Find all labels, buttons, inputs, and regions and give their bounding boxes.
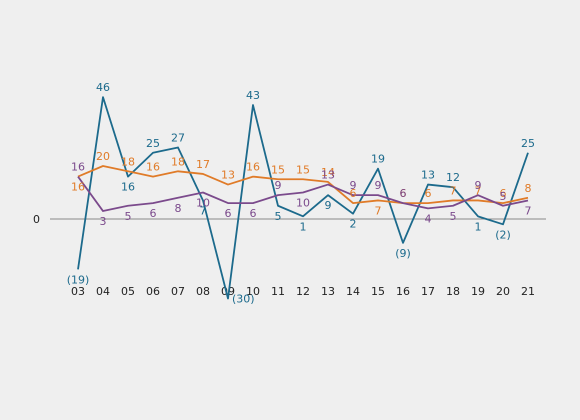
series-line-1 <box>77 96 529 300</box>
data-label: 5 <box>450 210 457 223</box>
data-label: 18 <box>121 155 135 168</box>
x-tick-label: 06 <box>146 285 160 298</box>
data-label: 20 <box>96 150 110 163</box>
data-label: 1 <box>475 220 482 233</box>
x-tick-label: 20 <box>496 285 510 298</box>
data-label: 1 <box>300 220 307 233</box>
data-label: 13 <box>221 169 235 182</box>
x-tick-label: 15 <box>371 285 385 298</box>
x-tick-label: 14 <box>346 285 360 298</box>
data-label: 13 <box>421 169 435 182</box>
data-label: 7 <box>450 184 457 197</box>
data-label: 5 <box>500 190 507 203</box>
x-tick-label: 19 <box>471 285 485 298</box>
x-tick-label: 03 <box>71 285 85 298</box>
data-label: 46 <box>96 81 110 94</box>
data-label: 15 <box>296 163 310 176</box>
x-tick-label: 08 <box>196 285 210 298</box>
data-label: 13 <box>321 169 335 182</box>
data-label: 6 <box>425 187 432 200</box>
data-label: 6 <box>350 187 357 200</box>
x-tick-label: 18 <box>446 285 460 298</box>
x-tick-label: 21 <box>521 285 535 298</box>
data-label: 14 <box>321 166 335 179</box>
data-label: 5 <box>125 210 132 223</box>
x-axis-ticks: 03 04 05 06 07 08 09 10 11 12 13 14 15 16 17 18 19 20 21 <box>71 285 535 298</box>
x-tick-label: 07 <box>171 285 185 298</box>
x-tick-label: 12 <box>296 285 310 298</box>
data-label: 15 <box>271 163 285 176</box>
data-label: 16 <box>121 181 135 194</box>
x-tick-label: 04 <box>96 285 110 298</box>
data-label: 9 <box>350 179 357 192</box>
zero-axis-label: 0 <box>33 213 40 226</box>
series-line-3 <box>77 176 529 212</box>
data-label: 16 <box>71 161 85 174</box>
data-label: 8 <box>525 182 532 195</box>
data-label: 12 <box>446 171 460 184</box>
data-label: 6 <box>225 207 232 220</box>
data-label: 9 <box>475 179 482 192</box>
data-label: 5 <box>275 210 282 223</box>
x-tick-label: 17 <box>421 285 435 298</box>
data-label: 3 <box>100 215 107 228</box>
data-label: (2) <box>495 228 511 241</box>
data-label: 10 <box>296 197 310 210</box>
data-label: 16 <box>146 161 160 174</box>
data-label: 18 <box>171 155 185 168</box>
data-label: 6 <box>500 187 507 200</box>
data-label: 25 <box>521 137 535 150</box>
data-label: 19 <box>371 153 385 166</box>
data-label: 7 <box>375 204 382 217</box>
x-tick-label: 10 <box>246 285 260 298</box>
x-tick-label: 16 <box>396 285 410 298</box>
data-label: 6 <box>400 187 407 200</box>
series-line-2 <box>77 165 529 205</box>
data-label: 4 <box>425 212 432 225</box>
data-label: 7 <box>200 204 207 217</box>
data-label: (19) <box>67 273 90 286</box>
data-label: 43 <box>246 89 260 102</box>
data-label: 17 <box>196 158 210 171</box>
data-label: 6 <box>150 207 157 220</box>
data-label: 16 <box>246 161 260 174</box>
data-label: 25 <box>146 137 160 150</box>
data-label: 16 <box>71 181 85 194</box>
data-label: 6 <box>250 207 257 220</box>
data-label: (30) <box>232 293 255 306</box>
data-label: 7 <box>475 184 482 197</box>
data-label: 9 <box>275 179 282 192</box>
data-label: 10 <box>196 197 210 210</box>
data-label: 8 <box>175 202 182 215</box>
x-tick-label: 11 <box>271 285 285 298</box>
data-label: 9 <box>375 179 382 192</box>
x-tick-label: 13 <box>321 285 335 298</box>
data-label: 27 <box>171 131 185 144</box>
x-tick-label: 05 <box>121 285 135 298</box>
data-label: 2 <box>350 218 357 231</box>
data-label: 7 <box>525 204 532 217</box>
data-label: 9 <box>325 199 332 212</box>
data-label: 6 <box>400 187 407 200</box>
data-label: (9) <box>395 247 411 260</box>
